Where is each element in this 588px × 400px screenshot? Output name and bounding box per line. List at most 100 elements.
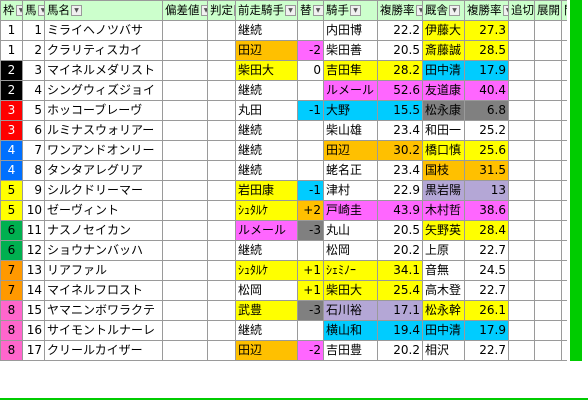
pace-cell[interactable]: [534, 180, 562, 201]
stable-cell[interactable]: 黒岩陽: [422, 180, 465, 201]
waku-cell[interactable]: 1: [0, 20, 23, 41]
jockey-change-cell[interactable]: 0: [297, 60, 324, 81]
deviation-cell[interactable]: [162, 40, 208, 61]
horse-number-cell[interactable]: 1: [22, 20, 45, 41]
stable-cell[interactable]: 斎藤誠: [422, 40, 465, 61]
horse-number-cell[interactable]: 8: [22, 160, 45, 181]
waku-cell[interactable]: 8: [0, 340, 23, 361]
horse-number-cell[interactable]: 7: [22, 140, 45, 161]
column-header[interactable]: 馬名 ▼: [44, 0, 163, 21]
stable-cell[interactable]: 田中清: [422, 320, 465, 341]
jockey-cell[interactable]: 横山和: [323, 320, 378, 341]
stable-rate-cell[interactable]: 38.6: [464, 200, 509, 221]
jockey-change-cell[interactable]: [297, 120, 324, 141]
stable-rate-cell[interactable]: 28.4: [464, 220, 509, 241]
jockey-cell[interactable]: 津村: [323, 180, 378, 201]
workout-cell[interactable]: [508, 40, 535, 61]
deviation-cell[interactable]: [162, 240, 208, 261]
pace-cell[interactable]: [534, 320, 562, 341]
pace-cell[interactable]: [534, 40, 562, 61]
deviation-cell[interactable]: [162, 80, 208, 101]
waku-cell[interactable]: 8: [0, 320, 23, 341]
column-header[interactable]: 複勝率▼: [377, 0, 423, 21]
jockey-rate-cell[interactable]: 22.9: [377, 180, 423, 201]
waku-cell[interactable]: 3: [0, 100, 23, 121]
stable-rate-cell[interactable]: 22.7: [464, 340, 509, 361]
jockey-cell[interactable]: 石川裕: [323, 300, 378, 321]
jockey-rate-cell[interactable]: 20.5: [377, 220, 423, 241]
judgement-cell[interactable]: [207, 300, 236, 321]
prev-jockey-cell[interactable]: 岩田康: [235, 180, 298, 201]
jockey-cell[interactable]: 蛯名正: [323, 160, 378, 181]
waku-cell[interactable]: 7: [0, 280, 23, 301]
horse-name-cell[interactable]: シングウィズジョイ: [44, 80, 163, 101]
horse-name-cell[interactable]: マイネルメダリスト: [44, 60, 163, 81]
horse-number-cell[interactable]: 14: [22, 280, 45, 301]
stable-rate-cell[interactable]: 27.3: [464, 20, 509, 41]
stable-rate-cell[interactable]: 40.4: [464, 80, 509, 101]
prev-jockey-cell[interactable]: 武豊: [235, 300, 298, 321]
stable-cell[interactable]: 上原: [422, 240, 465, 261]
judgement-cell[interactable]: [207, 280, 236, 301]
jockey-rate-cell[interactable]: 23.4: [377, 120, 423, 141]
stable-cell[interactable]: 音無: [422, 260, 465, 281]
horse-number-cell[interactable]: 2: [22, 40, 45, 61]
column-header[interactable]: 展開▼: [534, 0, 562, 21]
judgement-cell[interactable]: [207, 240, 236, 261]
waku-cell[interactable]: 2: [0, 60, 23, 81]
deviation-cell[interactable]: [162, 160, 208, 181]
horse-name-cell[interactable]: サイモントルナーレ: [44, 320, 163, 341]
jockey-rate-cell[interactable]: 20.5: [377, 40, 423, 61]
prev-jockey-cell[interactable]: ｼｭﾀﾙｹ: [235, 200, 298, 221]
column-header[interactable]: 騎手 ▼: [323, 0, 378, 21]
workout-cell[interactable]: [508, 80, 535, 101]
jockey-rate-cell[interactable]: 23.4: [377, 160, 423, 181]
judgement-cell[interactable]: [207, 120, 236, 141]
stable-rate-cell[interactable]: 28.5: [464, 40, 509, 61]
judgement-cell[interactable]: [207, 180, 236, 201]
column-header[interactable]: 複勝率▼: [464, 0, 509, 21]
waku-cell[interactable]: 4: [0, 140, 23, 161]
pace-cell[interactable]: [534, 80, 562, 101]
stable-cell[interactable]: 松永幹: [422, 300, 465, 321]
prev-jockey-cell[interactable]: 松岡: [235, 280, 298, 301]
judgement-cell[interactable]: [207, 100, 236, 121]
prev-jockey-cell[interactable]: 柴田大: [235, 60, 298, 81]
jockey-change-cell[interactable]: -3: [297, 220, 324, 241]
jockey-change-cell[interactable]: -2: [297, 40, 324, 61]
deviation-cell[interactable]: [162, 340, 208, 361]
jockey-rate-cell[interactable]: 20.2: [377, 340, 423, 361]
horse-name-cell[interactable]: クリールカイザー: [44, 340, 163, 361]
workout-cell[interactable]: [508, 140, 535, 161]
horse-name-cell[interactable]: タンタアレグリア: [44, 160, 163, 181]
stable-cell[interactable]: 友道康: [422, 80, 465, 101]
pace-cell[interactable]: [534, 160, 562, 181]
judgement-cell[interactable]: [207, 220, 236, 241]
pace-cell[interactable]: [534, 260, 562, 281]
stable-rate-cell[interactable]: 6.8: [464, 100, 509, 121]
waku-cell[interactable]: 6: [0, 220, 23, 241]
jockey-cell[interactable]: 内田博: [323, 20, 378, 41]
horse-number-cell[interactable]: 11: [22, 220, 45, 241]
pace-cell[interactable]: [534, 140, 562, 161]
jockey-cell[interactable]: ｼｪﾐﾉｰ: [323, 260, 378, 281]
filter-dropdown-icon[interactable]: ▼: [449, 5, 460, 16]
stable-rate-cell[interactable]: 22.7: [464, 280, 509, 301]
jockey-rate-cell[interactable]: 17.1: [377, 300, 423, 321]
horse-number-cell[interactable]: 9: [22, 180, 45, 201]
jockey-cell[interactable]: ルメール: [323, 80, 378, 101]
horse-number-cell[interactable]: 17: [22, 340, 45, 361]
workout-cell[interactable]: [508, 300, 535, 321]
horse-number-cell[interactable]: 6: [22, 120, 45, 141]
horse-number-cell[interactable]: 15: [22, 300, 45, 321]
horse-name-cell[interactable]: マイネルフロスト: [44, 280, 163, 301]
filter-dropdown-icon[interactable]: ▼: [15, 5, 22, 16]
prev-jockey-cell[interactable]: 丸田: [235, 100, 298, 121]
workout-cell[interactable]: [508, 100, 535, 121]
jockey-rate-cell[interactable]: 28.2: [377, 60, 423, 81]
judgement-cell[interactable]: [207, 80, 236, 101]
judgement-cell[interactable]: [207, 140, 236, 161]
deviation-cell[interactable]: [162, 20, 208, 41]
filter-dropdown-icon[interactable]: ▼: [285, 5, 296, 16]
stable-cell[interactable]: 田中清: [422, 60, 465, 81]
